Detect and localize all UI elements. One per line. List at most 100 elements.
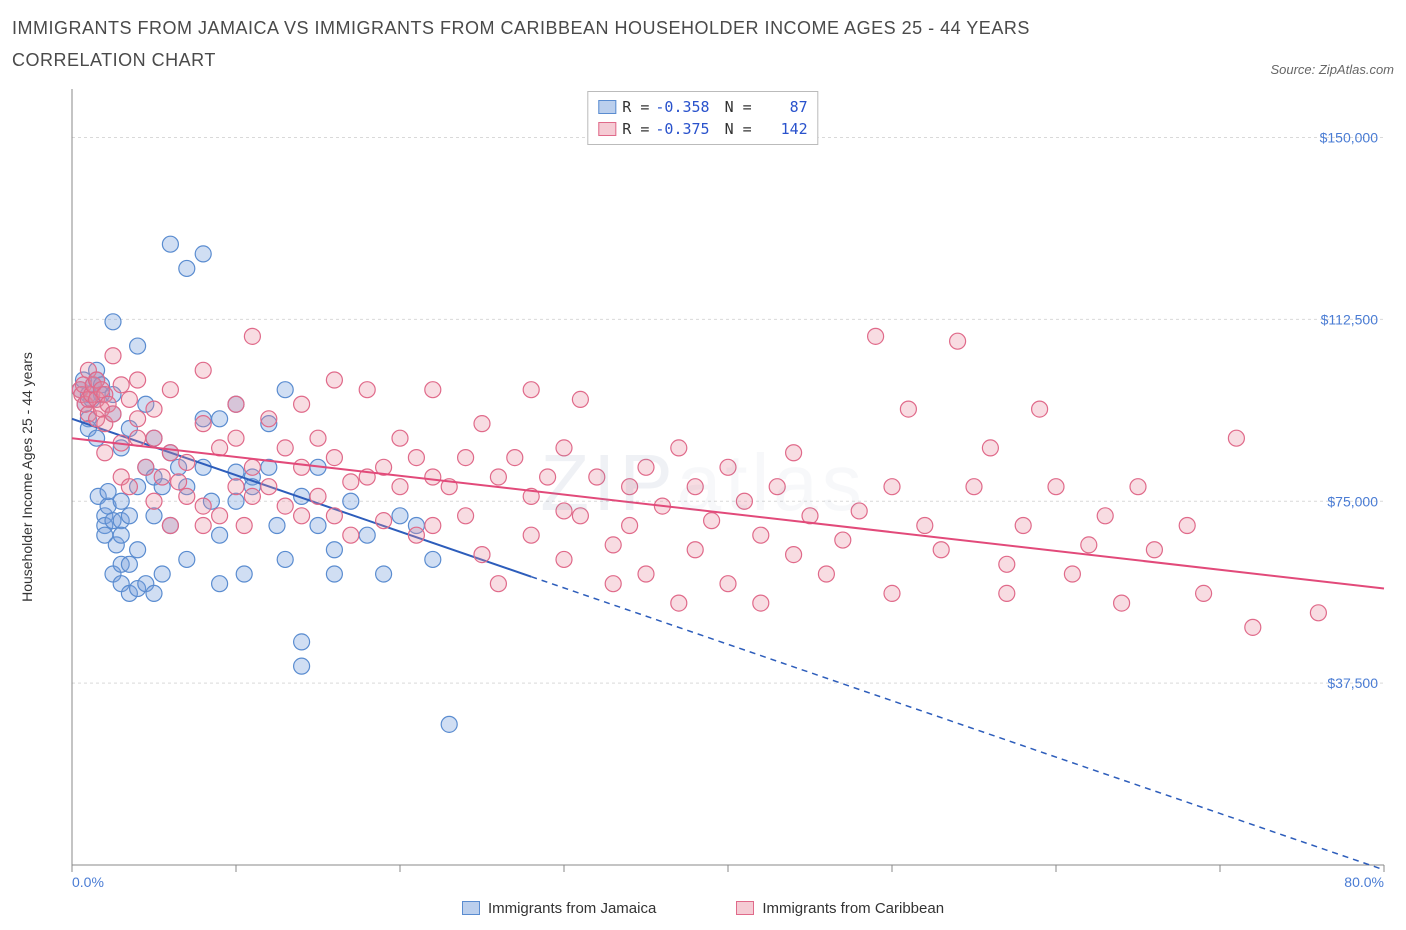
scatter-point-caribbean	[933, 542, 949, 558]
scatter-point-caribbean	[638, 459, 654, 475]
n-label: N =	[716, 120, 752, 138]
chart-header: IMMIGRANTS FROM JAMAICA VS IMMIGRANTS FR…	[12, 12, 1394, 77]
scatter-point-caribbean	[236, 517, 252, 533]
scatter-point-caribbean	[359, 381, 375, 397]
scatter-point-caribbean	[622, 478, 638, 494]
scatter-point-jamaica	[294, 634, 310, 650]
x-min-label: 0.0%	[72, 874, 104, 890]
scatter-point-caribbean	[966, 478, 982, 494]
scatter-point-caribbean	[146, 401, 162, 417]
scatter-point-caribbean	[523, 527, 539, 543]
scatter-point-jamaica	[113, 493, 129, 509]
scatter-point-caribbean	[1245, 619, 1261, 635]
scatter-point-caribbean	[261, 478, 277, 494]
scatter-point-caribbean	[130, 411, 146, 427]
scatter-point-jamaica	[195, 246, 211, 262]
scatter-point-jamaica	[277, 381, 293, 397]
n-value: 87	[758, 98, 808, 116]
chart-container: $37,500$75,000$112,500$150,0000.0%80.0%H…	[12, 85, 1394, 915]
scatter-point-jamaica	[277, 551, 293, 567]
scatter-point-caribbean	[1064, 566, 1080, 582]
scatter-point-caribbean	[105, 348, 121, 364]
scatter-point-caribbean	[622, 517, 638, 533]
scatter-point-caribbean	[294, 459, 310, 475]
scatter-point-caribbean	[195, 362, 211, 378]
scatter-point-caribbean	[97, 445, 113, 461]
scatter-point-caribbean	[244, 328, 260, 344]
y-axis-title: Householder Income Ages 25 - 44 years	[19, 352, 35, 602]
legend-label: Immigrants from Jamaica	[488, 900, 656, 917]
scatter-point-caribbean	[999, 556, 1015, 572]
scatter-point-caribbean	[294, 396, 310, 412]
scatter-point-caribbean	[121, 391, 137, 407]
scatter-point-caribbean	[900, 401, 916, 417]
scatter-point-caribbean	[310, 488, 326, 504]
scatter-point-caribbean	[671, 595, 687, 611]
scatter-point-caribbean	[474, 415, 490, 431]
legend-item-jamaica: Immigrants from Jamaica	[462, 900, 656, 917]
scatter-point-caribbean	[392, 478, 408, 494]
scatter-point-jamaica	[228, 493, 244, 509]
r-value: -0.375	[655, 120, 709, 138]
scatter-point-caribbean	[121, 478, 137, 494]
scatter-point-caribbean	[917, 517, 933, 533]
scatter-point-caribbean	[310, 430, 326, 446]
scatter-point-caribbean	[982, 440, 998, 456]
legend-label: Immigrants from Caribbean	[762, 900, 944, 917]
scatter-point-caribbean	[162, 445, 178, 461]
scatter-point-caribbean	[786, 445, 802, 461]
scatter-point-caribbean	[1097, 508, 1113, 524]
scatter-point-caribbean	[704, 512, 720, 528]
scatter-point-caribbean	[1130, 478, 1146, 494]
scatter-point-caribbean	[540, 469, 556, 485]
scatter-point-jamaica	[130, 542, 146, 558]
scatter-point-caribbean	[736, 493, 752, 509]
scatter-point-caribbean	[556, 503, 572, 519]
scatter-point-jamaica	[269, 517, 285, 533]
scatter-point-caribbean	[425, 381, 441, 397]
scatter-point-caribbean	[687, 542, 703, 558]
scatter-point-caribbean	[105, 406, 121, 422]
scatter-point-caribbean	[851, 503, 867, 519]
scatter-point-caribbean	[490, 575, 506, 591]
scatter-point-caribbean	[425, 517, 441, 533]
scatter-point-jamaica	[162, 236, 178, 252]
scatter-point-caribbean	[162, 381, 178, 397]
swatch-icon	[598, 122, 616, 136]
scatter-point-caribbean	[1196, 585, 1212, 601]
scatter-point-jamaica	[326, 542, 342, 558]
scatter-point-caribbean	[392, 430, 408, 446]
scatter-point-caribbean	[425, 469, 441, 485]
scatter-point-caribbean	[212, 508, 228, 524]
scatter-point-caribbean	[154, 469, 170, 485]
swatch-icon	[736, 901, 754, 915]
scatter-point-jamaica	[376, 566, 392, 582]
scatter-point-caribbean	[294, 508, 310, 524]
scatter-point-caribbean	[1081, 537, 1097, 553]
scatter-point-caribbean	[769, 478, 785, 494]
scatter-point-caribbean	[458, 508, 474, 524]
scatter-point-caribbean	[343, 474, 359, 490]
scatter-point-caribbean	[130, 372, 146, 388]
scatter-point-caribbean	[884, 478, 900, 494]
scatter-point-caribbean	[179, 454, 195, 470]
scatter-point-caribbean	[786, 546, 802, 562]
scatter-point-caribbean	[589, 469, 605, 485]
y-tick-label: $37,500	[1327, 675, 1378, 691]
scatter-point-caribbean	[277, 440, 293, 456]
scatter-point-caribbean	[408, 527, 424, 543]
scatter-point-jamaica	[179, 260, 195, 276]
scatter-point-caribbean	[1114, 595, 1130, 611]
n-label: N =	[716, 98, 752, 116]
scatter-point-caribbean	[671, 440, 687, 456]
scatter-point-caribbean	[605, 537, 621, 553]
stats-row-jamaica: R =-0.358 N =87	[598, 96, 807, 118]
scatter-point-caribbean	[277, 498, 293, 514]
scatter-point-caribbean	[146, 493, 162, 509]
scatter-point-caribbean	[326, 449, 342, 465]
scatter-point-caribbean	[1146, 542, 1162, 558]
scatter-point-caribbean	[244, 459, 260, 475]
n-value: 142	[758, 120, 808, 138]
scatter-point-caribbean	[195, 415, 211, 431]
scatter-point-jamaica	[113, 527, 129, 543]
